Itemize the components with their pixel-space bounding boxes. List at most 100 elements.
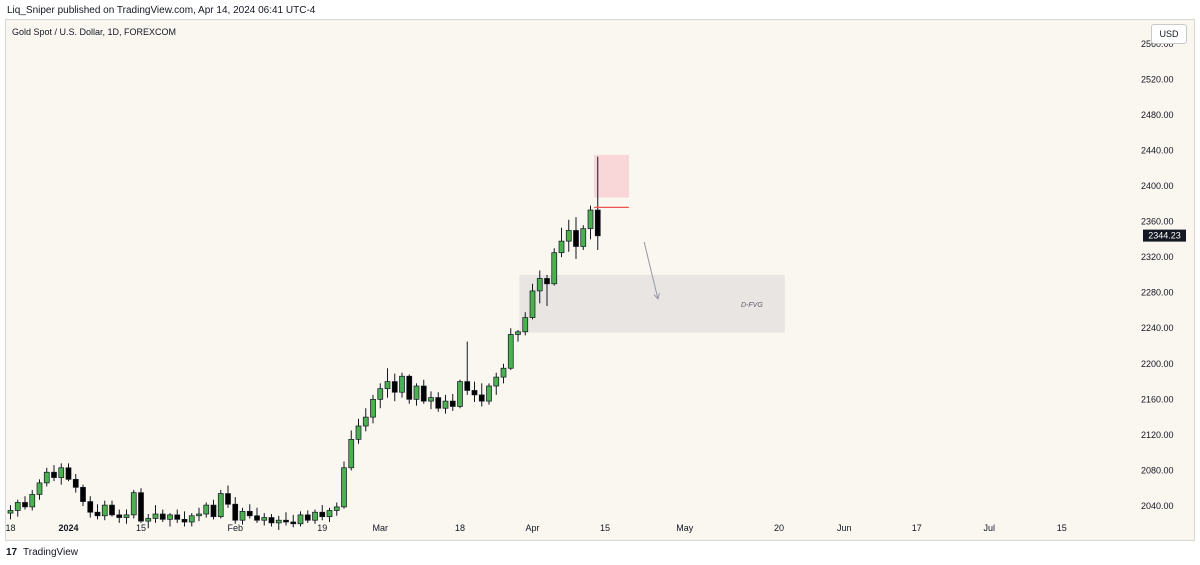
last-price-badge	[1143, 229, 1186, 242]
x-tick-label: 17	[912, 523, 922, 533]
candle-body	[51, 471, 57, 478]
x-tick-label: 15	[600, 523, 610, 533]
candle-body	[507, 334, 514, 369]
candle-body	[246, 510, 253, 517]
candle-body	[384, 381, 391, 390]
tradingview-logo-icon[interactable]: 17	[6, 547, 18, 558]
symbol-title: Gold Spot / U.S. Dollar, 1D, FOREXCOM	[12, 27, 177, 37]
candle-body	[391, 381, 398, 393]
candle-body	[225, 493, 231, 505]
y-tick-label: 2040.00	[1141, 501, 1174, 511]
candle-body	[80, 486, 86, 502]
candle-body	[109, 504, 115, 516]
tradingview-brand[interactable]: TradingView	[23, 547, 79, 558]
y-tick-label: 2480.00	[1141, 110, 1174, 120]
candle-body	[275, 519, 282, 524]
x-tick-label: Mar	[373, 523, 389, 533]
candle-body	[210, 504, 217, 518]
supply-zone	[594, 154, 629, 198]
candle-body	[254, 515, 260, 521]
candle-body	[515, 331, 521, 335]
candle-body	[196, 513, 202, 517]
candle-body	[312, 511, 318, 521]
y-tick-label: 2440.00	[1141, 145, 1174, 155]
x-tick-label: 2024	[58, 523, 78, 533]
candle-body	[58, 467, 65, 478]
candle-body	[529, 290, 536, 318]
candle-body	[304, 514, 311, 521]
candle-body	[536, 278, 543, 292]
candle-body	[449, 400, 456, 407]
candle-body	[116, 514, 123, 518]
candle-body	[297, 514, 304, 525]
x-tick-label: 15	[1057, 523, 1067, 533]
x-tick-label: Feb	[227, 523, 243, 533]
candle-body	[420, 385, 427, 402]
candle-body	[283, 519, 289, 523]
x-tick-label: Apr	[525, 523, 539, 533]
candle-body	[203, 504, 210, 515]
candle-body	[522, 317, 529, 333]
candle-body	[217, 493, 224, 518]
candle-body	[145, 518, 152, 522]
candle-body	[370, 398, 376, 418]
candle-body	[326, 510, 333, 518]
candle-body	[478, 394, 485, 402]
candle-body	[188, 515, 195, 523]
candle-body	[174, 514, 181, 520]
arrow-shaft	[643, 241, 659, 300]
candle-body	[130, 492, 137, 516]
candle-body	[94, 511, 101, 517]
attribution-header: Liq_Sniper published on TradingView.com,…	[0, 0, 1200, 20]
fvg-label: D-FVG	[741, 302, 763, 309]
x-tick-label: Jul	[983, 523, 995, 533]
x-tick-label: 18	[5, 523, 15, 533]
fvg-zone	[519, 274, 785, 333]
currency-selector[interactable]: USD	[1151, 24, 1187, 44]
candle-body	[587, 209, 594, 230]
price-chart[interactable]: D-FVG 2040.00 2080.00 2120.00 2160.00 2200.00…	[5, 19, 1195, 541]
candle-body	[471, 390, 478, 396]
candle-body	[101, 504, 108, 517]
candle-body	[442, 400, 449, 409]
candle-body	[239, 510, 246, 521]
y-tick-label: 2280.00	[1141, 288, 1174, 298]
candle-body	[573, 230, 579, 247]
candle-body	[138, 492, 144, 522]
candle-body	[87, 501, 94, 513]
candle-body	[428, 397, 434, 402]
candle-body	[355, 425, 362, 440]
candle-body	[159, 513, 166, 520]
y-tick-label: 2160.00	[1141, 394, 1174, 404]
y-tick-label: 2400.00	[1141, 181, 1174, 191]
candle-body	[377, 388, 384, 400]
y-tick-label: 2200.00	[1141, 359, 1174, 369]
candle-body	[181, 518, 188, 523]
attribution-text: Liq_Sniper published on TradingView.com,…	[7, 5, 316, 16]
candle-body	[544, 278, 550, 285]
candle-body	[14, 502, 21, 511]
candle-body	[500, 367, 507, 378]
candle-body	[558, 240, 565, 254]
candle-body	[7, 510, 14, 514]
candle-body	[486, 385, 492, 402]
candle-body	[413, 385, 420, 400]
x-tick-label: Jun	[837, 523, 852, 533]
candle-body	[290, 521, 297, 525]
candle-body	[565, 230, 572, 242]
candle-body	[319, 511, 326, 518]
candle-body	[167, 514, 173, 520]
x-tick-label: 18	[455, 523, 465, 533]
candle-body	[594, 209, 601, 237]
candle-body	[435, 397, 442, 409]
candle-body	[333, 506, 340, 511]
candle-body	[348, 438, 355, 469]
last-price-label: 2344.23	[1148, 231, 1181, 241]
y-tick-label: 2520.00	[1141, 74, 1174, 84]
candle-body	[123, 514, 130, 518]
y-tick-label: 2240.00	[1141, 323, 1174, 333]
candle-body	[341, 467, 347, 508]
arrow-head	[653, 292, 660, 300]
candle-body	[43, 471, 50, 484]
candle-body	[22, 502, 28, 508]
